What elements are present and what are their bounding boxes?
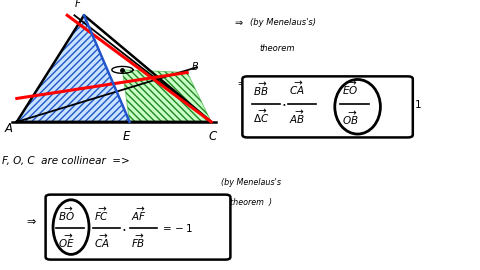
Text: theorem  ): theorem ) xyxy=(230,198,272,207)
FancyBboxPatch shape xyxy=(242,76,413,137)
Ellipse shape xyxy=(335,79,381,134)
Text: $\overrightarrow{AB}$: $\overrightarrow{AB}$ xyxy=(289,108,306,126)
Text: $\overrightarrow{CA}$: $\overrightarrow{CA}$ xyxy=(289,79,305,97)
Text: $\overrightarrow{FB}$: $\overrightarrow{FB}$ xyxy=(131,233,145,250)
Text: $\overrightarrow{\Delta C}$: $\overrightarrow{\Delta C}$ xyxy=(253,108,270,126)
Text: $\Rightarrow$: $\Rightarrow$ xyxy=(24,216,37,226)
Text: $\overrightarrow{BO}$: $\overrightarrow{BO}$ xyxy=(58,205,74,223)
Text: A: A xyxy=(5,122,13,135)
Ellipse shape xyxy=(53,200,89,254)
Text: B: B xyxy=(192,62,199,72)
Text: (by Menelaus's: (by Menelaus's xyxy=(221,178,281,187)
Text: $\Rightarrow$: $\Rightarrow$ xyxy=(233,18,244,28)
Text: $\overrightarrow{AF}$: $\overrightarrow{AF}$ xyxy=(131,205,147,223)
Text: $\cdot\,1$: $\cdot\,1$ xyxy=(410,98,423,110)
Text: $\overrightarrow{BB}$: $\overrightarrow{BB}$ xyxy=(253,80,269,98)
Text: F, O, C  are collinear  =>: F, O, C are collinear => xyxy=(2,156,130,166)
Text: $\overrightarrow{EO}$: $\overrightarrow{EO}$ xyxy=(342,79,358,97)
Polygon shape xyxy=(122,70,211,122)
Text: $\overrightarrow{FC}$: $\overrightarrow{FC}$ xyxy=(94,205,109,223)
FancyBboxPatch shape xyxy=(46,195,230,259)
Text: F: F xyxy=(74,0,81,9)
Text: $\cdot$: $\cdot$ xyxy=(121,221,127,236)
Text: theorem: theorem xyxy=(259,44,295,53)
Text: $\Rightarrow$: $\Rightarrow$ xyxy=(235,78,248,88)
Text: C: C xyxy=(209,130,217,143)
Text: $\overrightarrow{OB}$: $\overrightarrow{OB}$ xyxy=(342,109,359,127)
Text: (by Menelaus's): (by Menelaus's) xyxy=(250,18,316,27)
Text: E: E xyxy=(122,130,130,143)
Text: $= -1$: $= -1$ xyxy=(160,222,193,234)
Text: $\overrightarrow{OE}$: $\overrightarrow{OE}$ xyxy=(58,233,74,250)
Text: $\overrightarrow{CA}$: $\overrightarrow{CA}$ xyxy=(94,233,110,250)
Polygon shape xyxy=(17,15,130,122)
Text: $\cdot$: $\cdot$ xyxy=(281,96,286,111)
